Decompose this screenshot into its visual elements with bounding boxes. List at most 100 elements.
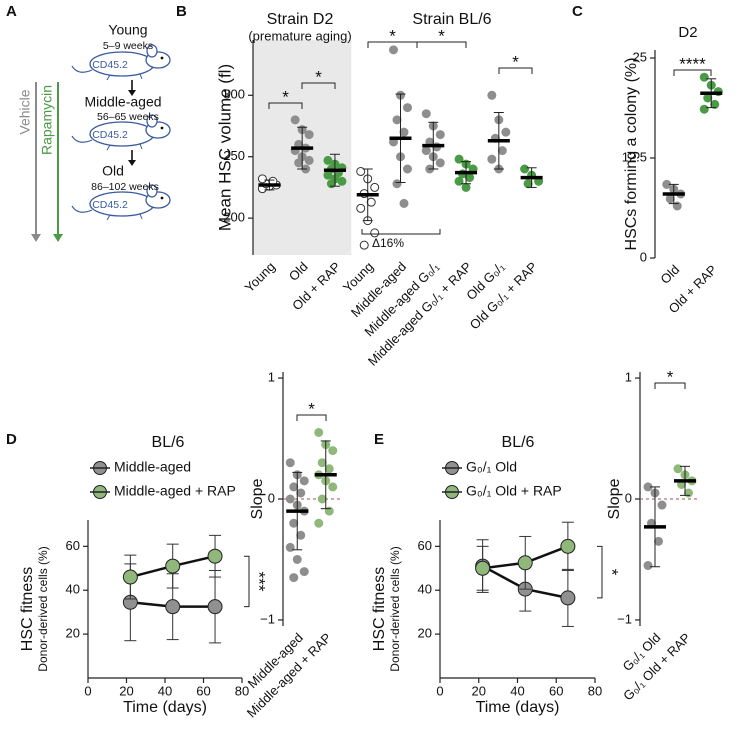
y-tick-label: 12.5 (622, 149, 647, 164)
panel-label: A (6, 3, 17, 20)
arrow-head (128, 90, 136, 96)
bracket (301, 82, 336, 89)
y-tick-label: 200 (223, 210, 245, 225)
cd-marker: CD45.2 (92, 59, 128, 71)
mouse-tail (71, 65, 93, 73)
mouse-tail (71, 205, 93, 213)
data-point (122, 569, 138, 585)
data-point (392, 115, 402, 125)
stage-label: Middle-aged (84, 94, 161, 110)
data-point (289, 482, 299, 492)
mouse: CD45.2 (71, 184, 171, 221)
y-tick-label: 20 (418, 626, 432, 641)
mouse-eye (160, 196, 164, 200)
data-point (399, 127, 409, 137)
data-point (421, 109, 431, 119)
panel-label: D (6, 431, 17, 448)
y-tick-label: −1 (260, 611, 275, 626)
mouse: CD45.2 (71, 114, 171, 151)
data-point (296, 530, 306, 540)
data-point (657, 500, 667, 510)
y-axis-sublabel: Donor-derived cells (%) (36, 546, 50, 671)
data-point (285, 458, 295, 468)
data-point (165, 599, 181, 615)
data-point (435, 158, 445, 168)
data-point (399, 198, 409, 208)
data-point (560, 538, 576, 554)
data-point (435, 130, 445, 140)
data-point (699, 72, 709, 82)
y-tick-label: 1 (268, 369, 275, 384)
annotation: * (389, 26, 396, 45)
y-tick-label: 40 (66, 582, 80, 597)
cd-marker: CD45.2 (92, 129, 128, 141)
arrow-head (31, 234, 41, 242)
y-axis-label: Slope (249, 478, 266, 519)
stage-age: 56–65 weeks (97, 111, 159, 123)
data-point (337, 176, 347, 186)
annotation: * (438, 26, 445, 45)
y-tick-label: −1 (617, 611, 632, 626)
x-tick-label: Old (657, 262, 682, 287)
arrow-head (128, 160, 136, 166)
data-point (289, 518, 299, 528)
panel-label: B (176, 3, 187, 20)
y-tick-label: 0 (268, 490, 275, 505)
legend-label: G₀/₁ Old (466, 459, 517, 475)
chart-title: BL/6 (502, 434, 535, 451)
data-point (487, 90, 497, 100)
mouse: CD45.2 (71, 44, 171, 81)
mouse-leg (106, 213, 143, 221)
data-point (403, 164, 412, 174)
mouse-leg (106, 143, 143, 151)
y-tick-label: 0 (625, 490, 632, 505)
treatment-arrows: Vehicle Rapamycin (17, 82, 63, 242)
x-tick-label: 20 (472, 683, 486, 698)
data-point (560, 590, 576, 606)
bracket (416, 41, 467, 48)
data-point (299, 476, 309, 486)
y-tick-label: 25 (633, 49, 647, 64)
data-point (392, 179, 402, 189)
chart-title: BL/6 (152, 434, 185, 451)
bracket (296, 414, 327, 421)
data-point (289, 573, 299, 583)
data-point (304, 130, 314, 140)
data-point (317, 494, 327, 504)
data-point (497, 146, 507, 156)
data-point (299, 567, 309, 577)
annotation: * (603, 569, 622, 576)
mouse-leg (106, 73, 143, 81)
data-point (257, 174, 267, 184)
mouse-ear (146, 44, 158, 58)
data-point (461, 182, 471, 192)
x-axis-label: Time (days) (123, 699, 207, 716)
data-point (501, 127, 511, 137)
x-tick-label: 40 (158, 683, 172, 698)
data-point (328, 482, 338, 492)
mice: CD45.2 CD45.2 CD45.2 (71, 44, 171, 221)
annotation: * (315, 67, 322, 86)
chart-title: D2 (678, 24, 697, 41)
data-point (165, 558, 181, 574)
x-axis-label: Time (days) (476, 699, 560, 716)
x-tick-label: 80 (588, 683, 602, 698)
data-point (296, 488, 306, 498)
data-point (465, 173, 475, 183)
data-point (356, 203, 366, 213)
data-point (699, 104, 709, 114)
data-point (317, 458, 327, 468)
data-point (475, 560, 491, 576)
stage-age: 5–9 weeks (103, 40, 153, 52)
x-tick-label: 0 (436, 683, 443, 698)
mouse-eye (160, 126, 164, 130)
y-axis-sublabel: Donor-derived cells (%) (388, 546, 402, 671)
bracket (654, 382, 686, 389)
x-tick-label: 60 (549, 683, 563, 698)
arrow-head (53, 234, 63, 242)
bracket (498, 67, 533, 74)
data-point (292, 554, 302, 564)
chart-title: Strain BL/6 (412, 11, 491, 28)
data-point (370, 182, 380, 192)
chart-title: Strain D2 (267, 11, 334, 28)
